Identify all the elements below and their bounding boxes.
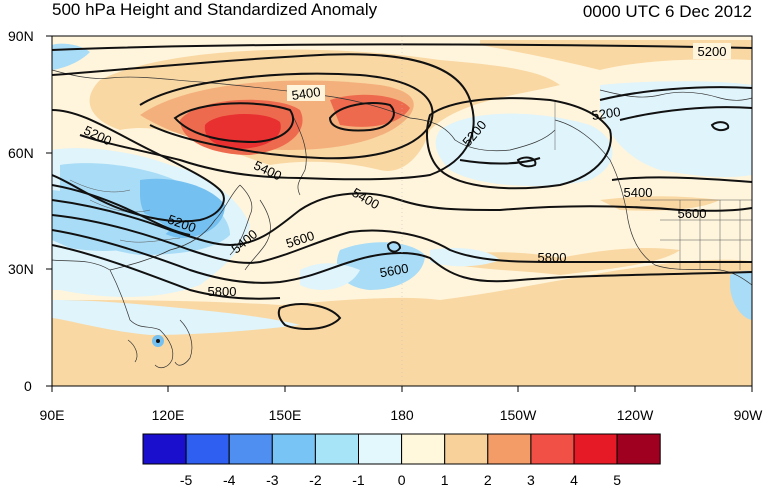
lat-label-30n: 30N xyxy=(8,261,34,277)
lon-label-150e: 150E xyxy=(268,407,302,423)
contour-label-5800-b: 5800 xyxy=(538,250,567,265)
lon-label-180: 180 xyxy=(390,407,414,423)
colorbar-swatch xyxy=(228,433,273,465)
contour-label-5800-a: 5800 xyxy=(208,284,237,299)
contour-label-5200-e: 5200 xyxy=(591,104,622,123)
colorbar-tick-label: 2 xyxy=(483,472,492,488)
colorbar-swatch xyxy=(444,433,489,465)
colorbar-tick-label: 3 xyxy=(526,472,535,488)
height-contours xyxy=(52,43,752,331)
colorbar-swatch xyxy=(616,433,661,465)
colorbar-tick-label: 5 xyxy=(613,472,621,488)
map-title: 500 hPa Height and Standardized Anomaly xyxy=(52,0,378,19)
lon-label-120w: 120W xyxy=(616,407,654,423)
colorbar-tick-label: -1 xyxy=(352,472,365,488)
colorbar-tick-label: -3 xyxy=(266,472,279,488)
colorbar-swatch xyxy=(358,433,403,465)
lon-label-90e: 90E xyxy=(39,407,65,423)
colorbar-tick-label: 4 xyxy=(570,472,578,488)
map-plot-area: 5200 5400 5200 5200 5200 5400 5400 5400 … xyxy=(52,36,752,386)
colorbar-swatch xyxy=(530,433,575,465)
colorbar-swatch xyxy=(142,433,187,465)
colorbar-tick-label: 1 xyxy=(440,472,449,488)
lat-label-60n: 60N xyxy=(8,145,34,161)
lon-label-120e: 120E xyxy=(151,407,185,423)
lon-label-150w: 150W xyxy=(499,407,537,423)
colorbar-swatch xyxy=(185,433,230,465)
contour-label-5600-c: 5600 xyxy=(678,206,707,221)
colorbar-swatch xyxy=(401,433,446,465)
colorbar-tick-label: -5 xyxy=(179,472,193,488)
contour-label-5200-ne: 5200 xyxy=(698,44,727,59)
colorbar xyxy=(142,433,661,465)
colorbar-swatch xyxy=(487,433,532,465)
lat-label-90n: 90N xyxy=(8,28,34,44)
lon-label-90w: 90W xyxy=(733,407,763,423)
contour-label-5600-b: 5600 xyxy=(379,261,410,281)
map-frame xyxy=(46,35,753,392)
colorbar-tick-label: 0 xyxy=(397,472,406,488)
lat-label-eq: 0 xyxy=(24,378,32,394)
colorbar-swatch xyxy=(314,433,359,465)
map-timestamp: 0000 UTC 6 Dec 2012 xyxy=(582,2,752,21)
colorbar-swatch xyxy=(271,433,316,465)
colorbar-tick-label: -4 xyxy=(222,472,236,488)
colorbar-swatch xyxy=(573,433,618,465)
political-borders xyxy=(69,100,752,270)
contour-label-5400-d: 5400 xyxy=(624,185,653,200)
colorbar-tick-label: -2 xyxy=(309,472,322,488)
negative-anomaly-shading xyxy=(52,43,752,347)
contour-label-5400-a: 5400 xyxy=(291,84,322,103)
